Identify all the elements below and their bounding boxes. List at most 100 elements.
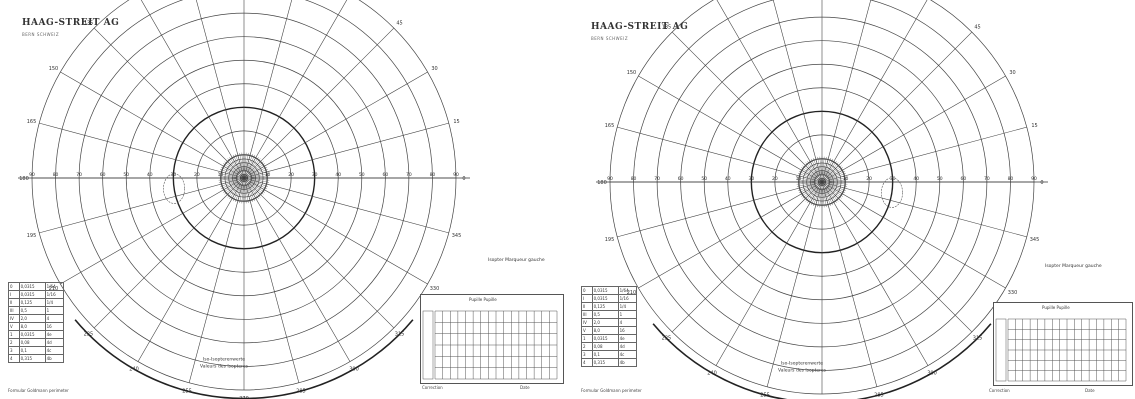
ring-label: 30: [170, 172, 176, 178]
table-cell: V: [8, 322, 20, 331]
arc-label: Valeurs des Isopteres: [778, 367, 827, 373]
brand-logo: HAAG-STREIT AG: [591, 22, 689, 32]
center-radial: [798, 173, 817, 181]
degree-label: 15: [1031, 123, 1037, 129]
center-radial: [223, 181, 239, 193]
radial-line: [821, 31, 973, 183]
radial-line: [716, 0, 823, 183]
center-radial: [244, 152, 249, 172]
table-row: I 0,0315 1/16: [581, 294, 638, 303]
center-radial: [798, 184, 817, 193]
center-radial: [218, 175, 238, 178]
degree-label: 30: [1009, 70, 1015, 76]
center-radial: [813, 187, 821, 206]
center-radial: [231, 183, 241, 201]
table-cell: 4: [581, 358, 593, 367]
table-cell: 0,0315: [18, 330, 46, 339]
radial-line: [137, 177, 245, 362]
radial-line: [821, 181, 1006, 289]
perimetry-chart-left: HAAG-STREIT AG BERN SCHWEIZ 907560453015…: [0, 0, 566, 399]
table-cell: 2,0: [591, 318, 619, 327]
table-row: II 0,125 1/4: [8, 298, 65, 307]
radial-line: [243, 177, 300, 383]
table-row: IV 2,0 4: [8, 314, 65, 323]
table-cell: 2: [581, 342, 593, 351]
perimetry-chart-right: HAAG-STREIT AG BERN SCHWEIZ 907560453015…: [569, 0, 1135, 399]
ring-label: 40: [913, 176, 919, 182]
ring-label: 70: [76, 172, 82, 178]
table-cell: 3: [8, 346, 20, 355]
ring-label: 20: [772, 176, 778, 182]
table-row: I 0,0315 1/16: [8, 290, 65, 299]
table-cell: 1/16: [44, 290, 65, 299]
radial-line: [243, 27, 395, 179]
table-cell: 0,125: [591, 302, 619, 311]
center-radial: [827, 169, 845, 179]
table-cell: 0,1: [18, 346, 46, 355]
ring-label: 30: [748, 176, 754, 182]
center-radial: [809, 159, 819, 177]
center-radial: [248, 182, 263, 197]
table-row: 4 0,315 4b: [581, 358, 638, 367]
ring-label: 50: [123, 172, 129, 178]
ring-label: 10: [843, 176, 849, 182]
table-cell: 1/64: [44, 282, 65, 291]
form-footer: Formular Goldmann perimeter: [8, 388, 69, 393]
table-cell: 1/4: [617, 302, 638, 311]
degree-label: 135: [662, 24, 672, 30]
degree-label: 195: [605, 237, 615, 243]
degree-label: 150: [627, 70, 637, 76]
table-cell: 2,0: [18, 314, 46, 323]
center-radial: [828, 177, 848, 182]
table-cell: 0: [8, 282, 20, 291]
degree-label: 0: [1040, 180, 1043, 186]
table-cell: 4c: [617, 350, 638, 359]
ring-label: 70: [406, 172, 412, 178]
center-radial: [801, 185, 817, 197]
table-cell: 4b: [44, 354, 65, 363]
stimulus-table: 0 0,0315 1/64 I 0,0315 1/16 II 0,125 1/4 III 0,5 1 I…: [581, 286, 638, 367]
center-radial: [248, 161, 264, 175]
table-cell: 0,0315: [18, 282, 46, 291]
center-radial: [798, 183, 817, 191]
legend-table-title: Pupille Pupille: [1042, 305, 1070, 310]
legend-side-box: [995, 318, 1007, 382]
center-radial: [247, 155, 257, 173]
radial-line: [243, 177, 428, 285]
radial-line: [39, 177, 245, 234]
ring-label: 80: [430, 172, 436, 178]
table-row: 2 0,08 4d: [8, 338, 65, 347]
table-cell: 4c: [44, 346, 65, 355]
ring-label: 50: [359, 172, 365, 178]
radial-line: [821, 0, 928, 183]
radial-line: [93, 27, 245, 179]
center-radial: [817, 188, 822, 208]
table-cell: 4d: [44, 338, 65, 347]
table-cell: II: [581, 302, 593, 311]
center-radial: [825, 186, 839, 202]
table-cell: 0,0315: [591, 334, 619, 343]
center-radial: [823, 157, 829, 176]
ring-label: 20: [194, 172, 200, 178]
table-cell: 4e: [44, 330, 65, 339]
center-radial: [229, 183, 241, 199]
table-cell: 4: [44, 314, 65, 323]
center-radial: [220, 179, 239, 187]
ring-label: 60: [100, 172, 106, 178]
center-radial: [244, 184, 249, 204]
legend-title: Isopter Marqueur gauche: [1045, 264, 1102, 269]
center-radial: [796, 182, 816, 187]
center-radial: [245, 154, 253, 173]
center-radial: [235, 183, 243, 202]
table-cell: 0,5: [591, 310, 619, 319]
radial-line: [243, 177, 351, 362]
center-radial: [802, 185, 818, 199]
center-radial: [828, 179, 848, 182]
center-radial: [827, 185, 843, 197]
table-row: III 0,5 1: [8, 306, 65, 315]
radial-line: [617, 181, 823, 238]
center-radial: [827, 185, 845, 195]
center-radial: [828, 183, 847, 189]
center-radial: [245, 184, 251, 203]
table-cell: 0,0315: [591, 286, 619, 295]
